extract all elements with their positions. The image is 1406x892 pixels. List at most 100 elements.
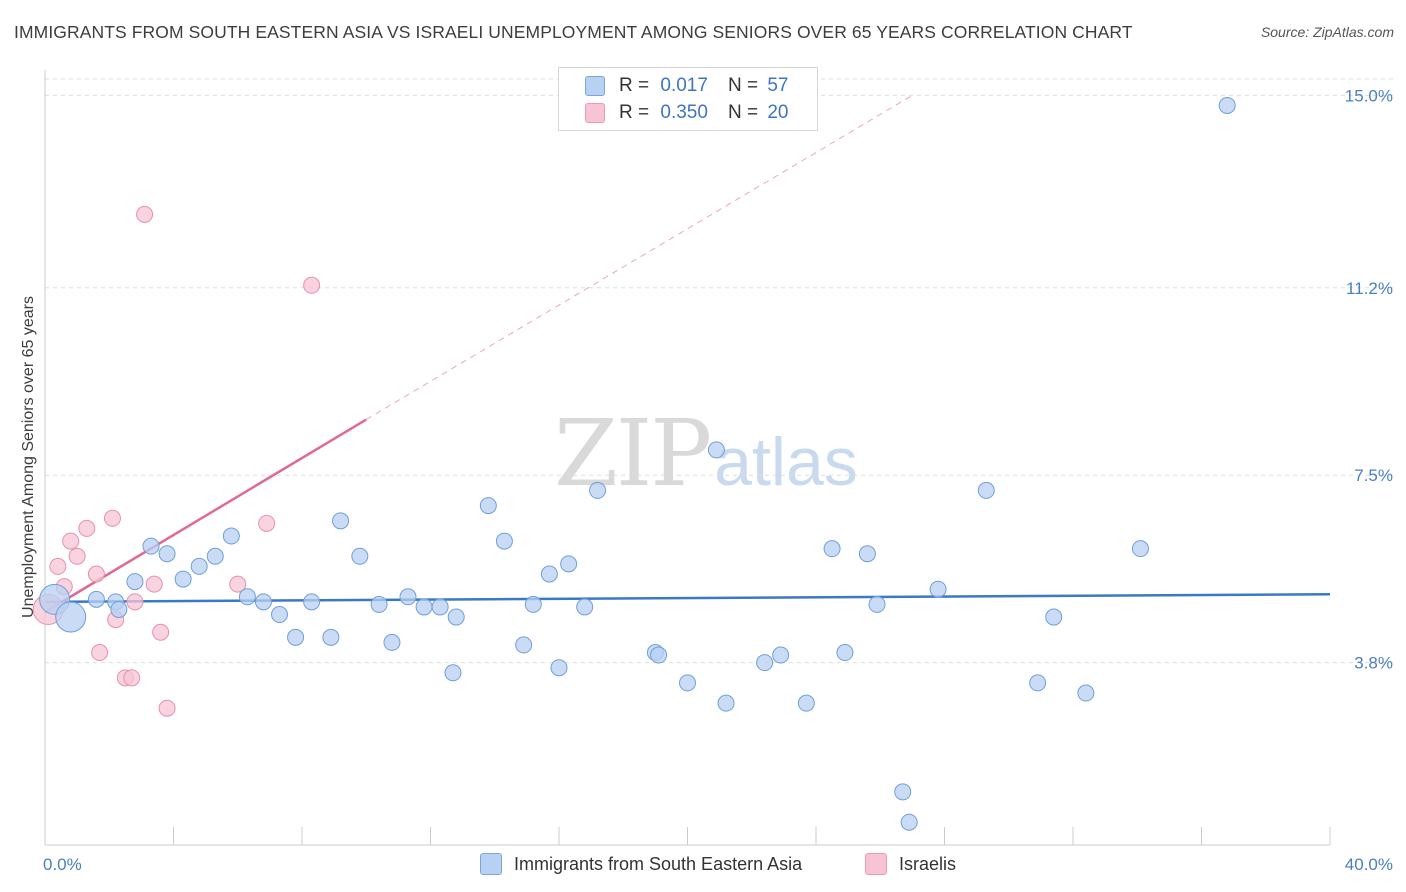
point-immigrants bbox=[399, 588, 417, 606]
point-immigrants bbox=[868, 595, 886, 613]
data-points bbox=[32, 96, 1236, 831]
point-immigrants bbox=[238, 588, 256, 606]
point-immigrants bbox=[271, 606, 289, 624]
point-immigrants bbox=[495, 532, 513, 550]
legend-n-label: N = bbox=[727, 75, 759, 96]
point-immigrants bbox=[1218, 96, 1236, 114]
legend-n-value: 57 bbox=[767, 75, 789, 96]
point-israelis bbox=[145, 575, 163, 593]
point-immigrants bbox=[1077, 684, 1095, 702]
point-immigrants bbox=[174, 570, 192, 588]
tick-labels: 3.8% 7.5% 11.2% 15.0% 0.0% 40.0% bbox=[43, 86, 1393, 874]
point-immigrants bbox=[190, 557, 208, 575]
legend-row-immigrants: R = 0.017 N = 57 bbox=[585, 74, 788, 98]
point-immigrants bbox=[894, 783, 912, 801]
trend-line-immigrants bbox=[44, 593, 1331, 604]
bottom-legend-israelis: Israelis bbox=[865, 852, 956, 876]
point-immigrants bbox=[332, 512, 350, 530]
bottom-legend-label-immigrants: Immigrants from South Eastern Asia bbox=[514, 853, 803, 874]
point-immigrants bbox=[206, 547, 224, 565]
point-israelis bbox=[123, 669, 141, 687]
point-immigrants bbox=[383, 633, 401, 651]
legend-r-value: 0.350 bbox=[660, 102, 708, 123]
point-israelis bbox=[103, 509, 121, 527]
point-immigrants bbox=[524, 595, 542, 613]
point-immigrants bbox=[550, 659, 568, 677]
point-israelis bbox=[49, 557, 67, 575]
point-israelis bbox=[68, 547, 86, 565]
point-immigrants bbox=[110, 600, 128, 618]
point-immigrants bbox=[717, 694, 735, 712]
point-immigrants bbox=[444, 664, 462, 682]
legend-r-label: R = bbox=[619, 75, 650, 96]
legend-row-israelis: R = 0.350 N = 20 bbox=[585, 101, 788, 125]
source-label: Source: ZipAtlas.com bbox=[1260, 24, 1394, 40]
point-immigrants bbox=[1029, 674, 1047, 692]
bottom-legend-swatch-israelis bbox=[865, 853, 887, 875]
point-israelis bbox=[229, 575, 247, 593]
point-immigrants bbox=[222, 527, 240, 545]
point-immigrants bbox=[87, 590, 105, 608]
y-axis-title: Unemployment Among Seniors over 65 years bbox=[20, 296, 37, 618]
chart-title: IMMIGRANTS FROM SOUTH EASTERN ASIA VS IS… bbox=[14, 22, 1133, 42]
point-immigrants bbox=[351, 547, 369, 565]
point-israelis bbox=[303, 276, 321, 294]
point-immigrants bbox=[560, 555, 578, 573]
point-immigrants bbox=[158, 545, 176, 563]
point-immigrants bbox=[515, 636, 533, 654]
bottom-legend-swatch-immigrants bbox=[480, 853, 502, 875]
bottom-legend-label-israelis: Israelis bbox=[899, 853, 957, 874]
point-immigrants bbox=[797, 694, 815, 712]
point-immigrants bbox=[447, 608, 465, 626]
gridlines bbox=[45, 78, 1395, 664]
point-immigrants bbox=[287, 628, 305, 646]
point-israelis bbox=[126, 593, 144, 611]
y-tick-label: 3.8% bbox=[1354, 654, 1393, 673]
point-immigrants bbox=[1045, 608, 1063, 626]
point-immigrants bbox=[576, 598, 594, 616]
bottom-legend-immigrants: Immigrants from South Eastern Asia bbox=[480, 852, 802, 876]
point-immigrants bbox=[55, 601, 87, 633]
trend-extension-israelis bbox=[365, 94, 913, 420]
point-immigrants bbox=[900, 813, 918, 831]
point-israelis bbox=[152, 623, 170, 641]
legend-swatch-immigrants bbox=[585, 76, 605, 96]
point-israelis bbox=[91, 644, 109, 662]
point-israelis bbox=[158, 699, 176, 717]
point-immigrants bbox=[431, 598, 449, 616]
correlation-legend: R = 0.017 N = 57 R = 0.350 N = 20 bbox=[558, 67, 818, 131]
point-immigrants bbox=[540, 565, 558, 583]
point-immigrants bbox=[142, 537, 160, 555]
legend-n-label: N = bbox=[727, 102, 759, 123]
y-tick-label: 7.5% bbox=[1354, 466, 1393, 485]
point-immigrants bbox=[772, 646, 790, 664]
point-immigrants bbox=[650, 646, 668, 664]
point-immigrants bbox=[977, 481, 995, 499]
point-immigrants bbox=[1131, 540, 1149, 558]
legend-swatch-israelis bbox=[585, 103, 605, 123]
point-immigrants bbox=[370, 595, 388, 613]
point-immigrants bbox=[679, 674, 696, 692]
point-immigrants bbox=[756, 654, 774, 672]
point-immigrants bbox=[415, 598, 433, 616]
point-israelis bbox=[78, 519, 96, 537]
point-immigrants bbox=[479, 497, 497, 515]
point-israelis bbox=[62, 532, 80, 550]
point-immigrants bbox=[836, 644, 854, 662]
point-immigrants bbox=[929, 580, 947, 598]
y-tick-label: 11.2% bbox=[1346, 279, 1393, 298]
point-immigrants bbox=[303, 593, 321, 611]
point-immigrants bbox=[589, 481, 607, 499]
point-israelis bbox=[258, 514, 276, 532]
point-israelis bbox=[136, 205, 154, 223]
axes bbox=[44, 70, 1331, 846]
legend-r-value: 0.017 bbox=[660, 75, 708, 96]
legend-r-label: R = bbox=[619, 102, 650, 123]
point-immigrants bbox=[858, 545, 876, 563]
x-tick-label: 40.0% bbox=[1345, 855, 1393, 874]
x-tick-label: 0.0% bbox=[43, 855, 82, 874]
legend-n-value: 20 bbox=[767, 102, 789, 123]
trend-line-israelis bbox=[44, 418, 367, 614]
point-immigrants bbox=[707, 441, 725, 459]
